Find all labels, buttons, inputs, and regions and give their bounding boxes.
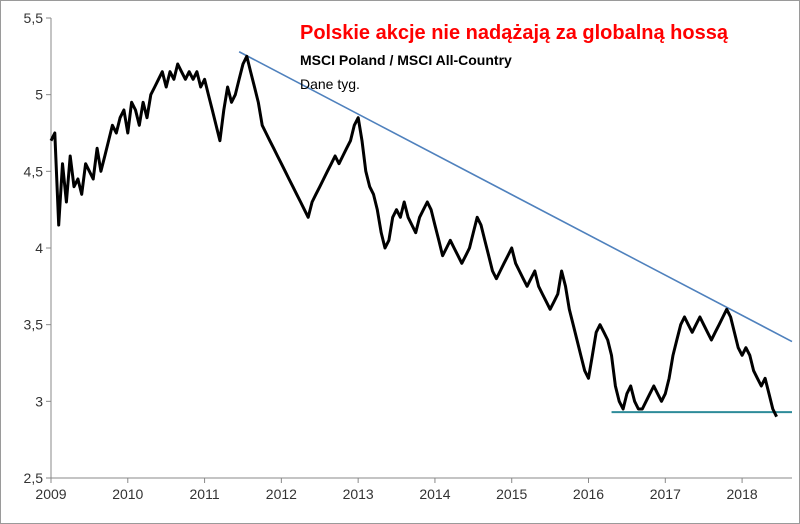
x-tick-label: 2011 <box>190 486 220 502</box>
x-tick-label: 2012 <box>266 486 297 502</box>
y-tick-label: 3,5 <box>24 317 44 333</box>
y-tick-label: 4 <box>35 240 43 256</box>
x-tick-label: 2016 <box>573 486 604 502</box>
y-tick-label: 4,5 <box>24 163 44 179</box>
y-tick-label: 5,5 <box>24 10 44 26</box>
x-tick-label: 2017 <box>650 486 681 502</box>
y-tick-label: 3 <box>35 393 43 409</box>
x-tick-label: 2013 <box>343 486 374 502</box>
chart-note: Dane tyg. <box>300 76 360 92</box>
x-tick-label: 2014 <box>419 486 450 502</box>
y-tick-label: 5 <box>35 87 43 103</box>
y-tick-label: 2,5 <box>24 470 44 486</box>
x-tick-label: 2009 <box>35 486 66 502</box>
x-tick-label: 2018 <box>727 486 758 502</box>
chart-title: Polskie akcje nie nadążają za globalną h… <box>300 22 728 44</box>
x-tick-label: 2010 <box>112 486 143 502</box>
msci-ratio-line <box>49 54 778 418</box>
x-tick-label: 2015 <box>496 486 527 502</box>
chart-subtitle: MSCI Poland / MSCI All-Country <box>300 52 512 68</box>
resistance-trend-line <box>238 51 793 343</box>
